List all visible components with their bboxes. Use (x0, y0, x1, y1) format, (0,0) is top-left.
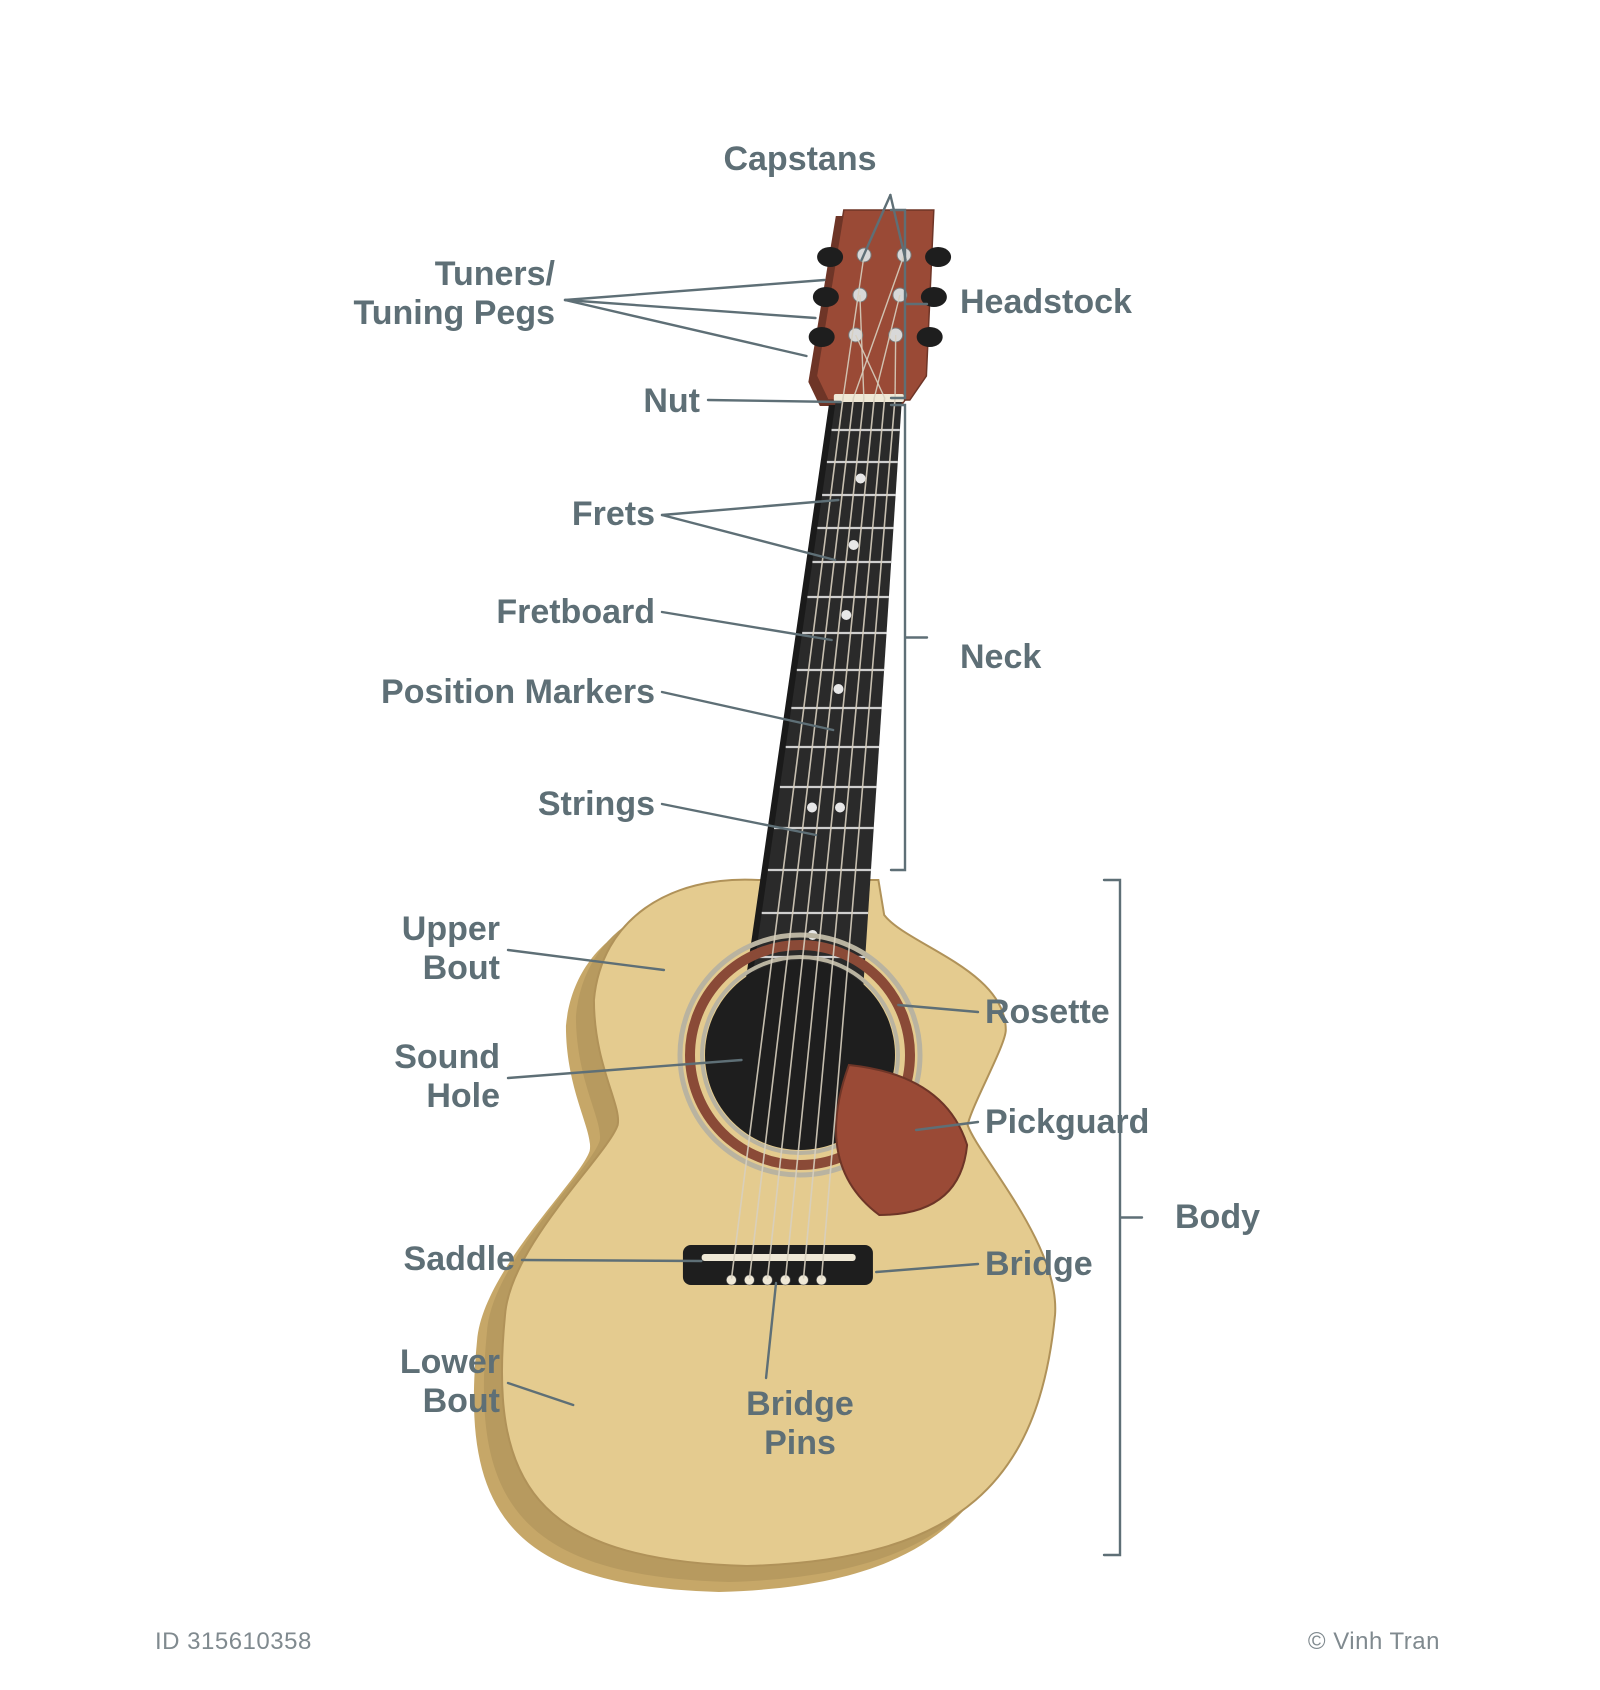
label-fretboard: Fretboard (496, 593, 655, 632)
label-saddle: Saddle (404, 1240, 515, 1279)
bracket-label-headstock: Headstock (960, 283, 1132, 322)
label-bridge: Bridge (985, 1245, 1093, 1284)
label-strings: Strings (538, 785, 655, 824)
label-nut: Nut (643, 382, 700, 421)
footer-author: © Vinh Tran (1308, 1628, 1440, 1656)
label-bridge-pins: Bridge Pins (720, 1385, 880, 1463)
label-rosette: Rosette (985, 993, 1110, 1032)
bracket-label-body: Body (1175, 1198, 1260, 1237)
diagram-stage: Capstans Tuners/ Tuning Pegs Nut Frets F… (0, 0, 1600, 1690)
label-upper-bout: Upper Bout (402, 910, 500, 988)
label-tuners: Tuners/ Tuning Pegs (354, 255, 555, 333)
label-frets: Frets (572, 495, 655, 534)
label-capstans: Capstans (700, 140, 900, 179)
label-sound-hole: Sound Hole (394, 1038, 500, 1116)
label-pickguard: Pickguard (985, 1103, 1149, 1142)
footer-image-id: ID 315610358 (155, 1628, 312, 1656)
label-lower-bout: Lower Bout (400, 1343, 500, 1421)
label-position-markers: Position Markers (381, 673, 655, 712)
bracket-label-neck: Neck (960, 638, 1041, 677)
